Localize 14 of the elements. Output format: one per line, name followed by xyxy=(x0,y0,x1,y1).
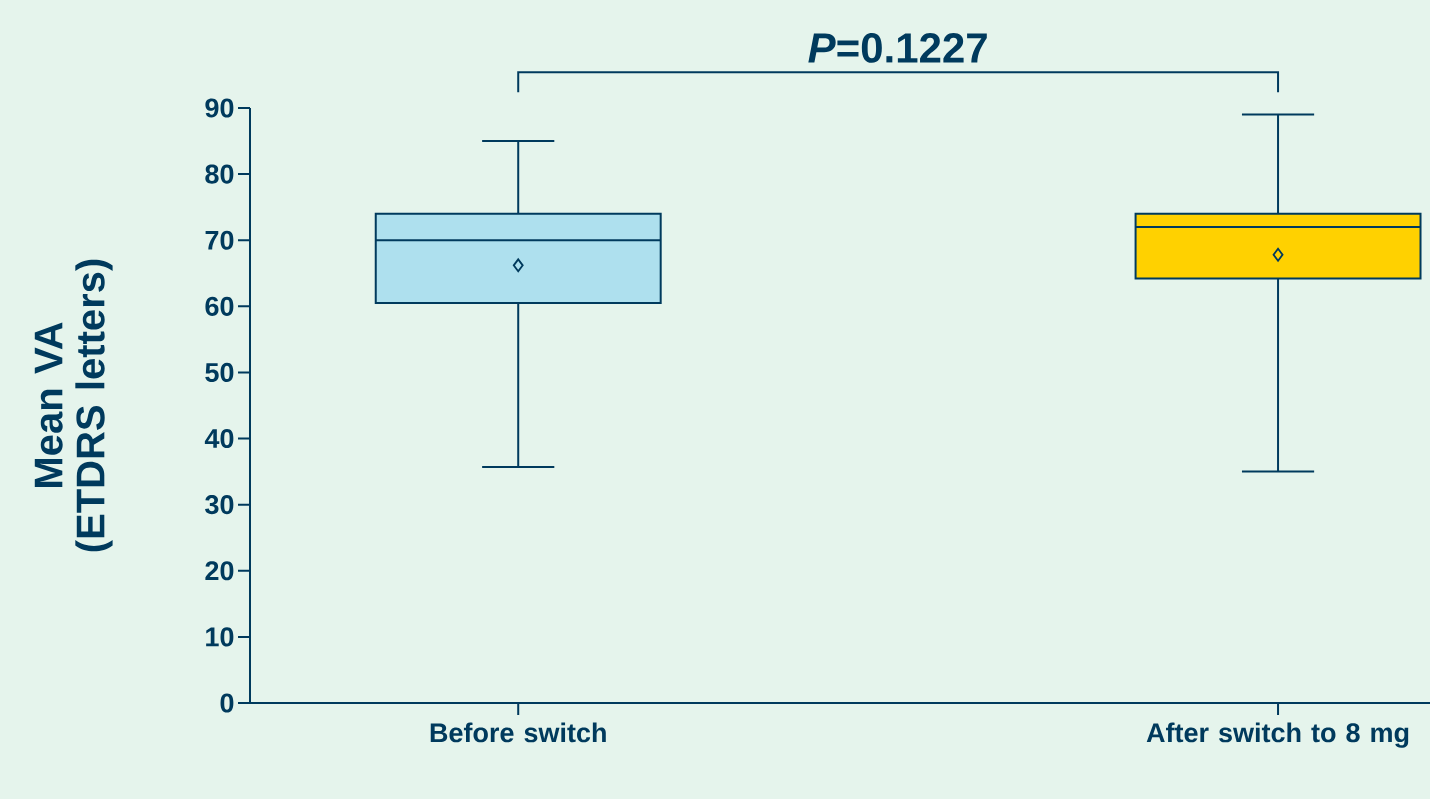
y-axis-title: Mean VA (ETDRS letters) xyxy=(34,259,113,552)
y-tick-label: 30 xyxy=(205,495,234,515)
y-tick-label: 10 xyxy=(206,627,234,647)
y-tick-label: 20 xyxy=(205,561,234,581)
y-tick-label: 0 xyxy=(220,693,234,713)
y-tick-label: 60 xyxy=(205,296,234,316)
x-tick-label: After switch to 8 mg xyxy=(1146,722,1409,748)
y-tick-label: 80 xyxy=(205,164,234,184)
y-tick-label: 40 xyxy=(204,428,234,449)
text: P=0.1227 xyxy=(808,33,987,63)
x-tick-label: Before switch xyxy=(430,722,606,743)
y-tick-label: 90 xyxy=(205,98,234,118)
y-tick-label: 50 xyxy=(205,362,234,382)
y-tick-label: 70 xyxy=(205,230,234,250)
